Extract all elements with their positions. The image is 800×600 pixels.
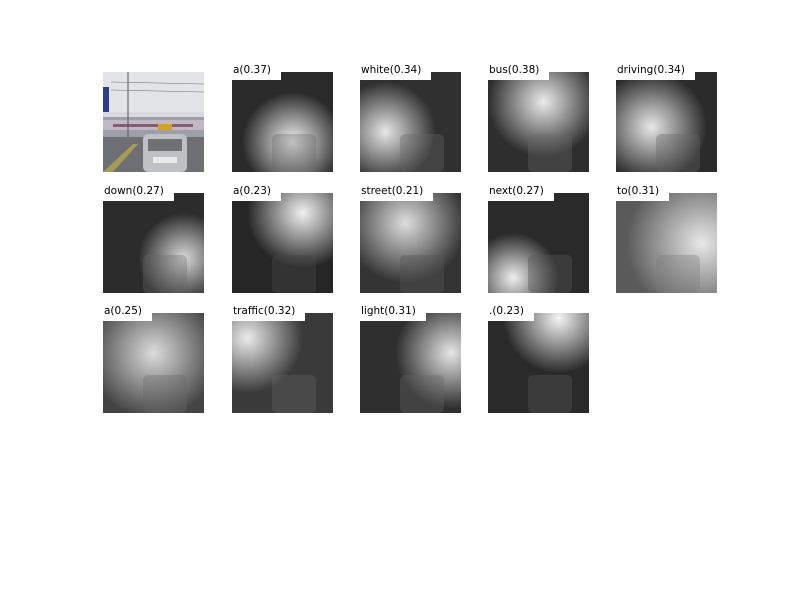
- word-attention-label: bus(0.38): [488, 64, 550, 80]
- attention-heatmap: [103, 193, 204, 293]
- attention-cell: driving(0.34): [616, 64, 717, 184]
- attention-heatmap: [488, 72, 589, 172]
- attention-cell: light(0.31): [360, 305, 461, 425]
- word-attention-label: a(0.37): [232, 64, 282, 80]
- attention-cell: next(0.27): [488, 185, 589, 305]
- original-street-photo: [103, 72, 204, 172]
- word-attention-label: street(0.21): [360, 185, 434, 201]
- attention-heatmap: [103, 313, 204, 413]
- word-attention-label: traffic(0.32): [232, 305, 306, 321]
- attention-cell: down(0.27): [103, 185, 204, 305]
- word-attention-label: driving(0.34): [616, 64, 695, 80]
- word-attention-label: .(0.23): [488, 305, 534, 321]
- attention-cell: .(0.23): [488, 305, 589, 425]
- word-attention-label: a(0.23): [232, 185, 282, 201]
- attention-heatmap: [488, 193, 589, 293]
- attention-heatmap: [360, 193, 461, 293]
- attention-cell: traffic(0.32): [232, 305, 333, 425]
- attention-heatmap: [360, 313, 461, 413]
- street-scene-image: [103, 72, 204, 172]
- word-attention-label: next(0.27): [488, 185, 554, 201]
- word-attention-label: down(0.27): [103, 185, 174, 201]
- attention-heatmap: [360, 72, 461, 172]
- attention-grid: a(0.37) white(0.34): [103, 64, 723, 424]
- attention-heatmap: [232, 313, 333, 413]
- word-attention-label: white(0.34): [360, 64, 432, 80]
- attention-cell: a(0.37): [232, 64, 333, 184]
- word-attention-label: to(0.31): [616, 185, 670, 201]
- attention-cell: bus(0.38): [488, 64, 589, 184]
- attention-heatmap: [488, 313, 589, 413]
- word-attention-label: a(0.25): [103, 305, 153, 321]
- word-attention-label: light(0.31): [360, 305, 426, 321]
- attention-cell: street(0.21): [360, 185, 461, 305]
- attention-cell: white(0.34): [360, 64, 461, 184]
- attention-cell: to(0.31): [616, 185, 717, 305]
- attention-cell: a(0.23): [232, 185, 333, 305]
- attention-cell: a(0.25): [103, 305, 204, 425]
- original-image-cell: [103, 64, 204, 184]
- attention-heatmap: [616, 193, 717, 293]
- attention-heatmap: [232, 72, 333, 172]
- attention-heatmap: [616, 72, 717, 172]
- attention-heatmap: [232, 193, 333, 293]
